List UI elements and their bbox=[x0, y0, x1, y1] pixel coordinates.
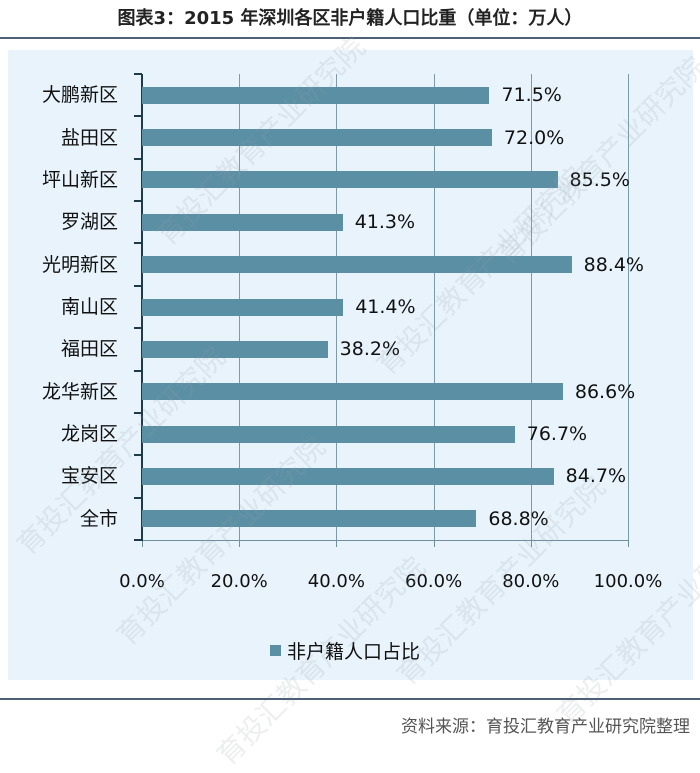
bar bbox=[142, 213, 343, 231]
bar bbox=[142, 383, 563, 401]
category-label: 龙华新区 bbox=[41, 380, 118, 403]
category-label: 龙岗区 bbox=[60, 423, 118, 446]
y-tick bbox=[134, 242, 142, 245]
category-label: 全市 bbox=[79, 507, 118, 530]
gridline bbox=[530, 74, 532, 540]
value-label: 76.7% bbox=[526, 423, 588, 446]
value-label: 68.8% bbox=[488, 507, 549, 530]
footer-divider bbox=[0, 698, 700, 700]
source-note: 资料来源：育投汇教育产业研究院整理 bbox=[401, 717, 690, 737]
x-tick-label: 40.0% bbox=[307, 571, 365, 592]
legend-swatch-icon bbox=[270, 645, 281, 656]
plot-area: 0.0% 20.0% 40.0% 60.0% 80.0% 100.0% 大鹏新区 71.5% 盐… bbox=[10, 30, 700, 771]
bar bbox=[142, 425, 515, 443]
chart-panel bbox=[8, 50, 693, 680]
x-tick-label: 100.0% bbox=[593, 571, 663, 592]
bar bbox=[142, 340, 328, 358]
x-tick bbox=[433, 540, 435, 547]
y-tick bbox=[134, 539, 142, 541]
legend-label: 非户籍人口占比 bbox=[287, 641, 421, 663]
title-divider bbox=[0, 37, 700, 39]
y-tick bbox=[134, 157, 142, 160]
bar bbox=[142, 510, 477, 528]
x-tick bbox=[628, 540, 629, 547]
category-label: 盐田区 bbox=[60, 126, 118, 149]
x-tick-label: 80.0% bbox=[502, 571, 560, 592]
category-label: 坪山新区 bbox=[41, 168, 118, 191]
x-axis bbox=[142, 540, 628, 541]
y-tick bbox=[134, 284, 142, 287]
y-tick bbox=[134, 327, 142, 330]
legend: 非户籍人口占比 bbox=[270, 637, 420, 664]
chart-title: 图表3：2015 年深圳各区非户籍人口比重（单位：万人） bbox=[117, 8, 583, 29]
bar bbox=[142, 467, 554, 485]
x-tick-label: 60.0% bbox=[405, 571, 463, 592]
y-tick bbox=[134, 369, 142, 372]
value-label: 38.2% bbox=[339, 338, 400, 361]
category-label: 光明新区 bbox=[41, 253, 118, 276]
category-label: 大鹏新区 bbox=[41, 84, 118, 107]
x-tick-label: 20.0% bbox=[210, 571, 268, 592]
value-label: 85.5% bbox=[569, 168, 630, 191]
y-tick bbox=[134, 496, 142, 499]
bar bbox=[142, 129, 492, 147]
x-tick bbox=[336, 540, 338, 547]
value-label: 71.5% bbox=[501, 84, 562, 107]
category-label: 南山区 bbox=[60, 296, 118, 318]
category-label: 罗湖区 bbox=[60, 211, 118, 234]
x-tick-label: 0.0% bbox=[119, 571, 165, 592]
value-label: 72.0% bbox=[503, 126, 565, 149]
x-tick bbox=[142, 540, 143, 547]
bar bbox=[142, 256, 572, 274]
y-tick bbox=[134, 200, 142, 203]
gridline bbox=[433, 74, 435, 540]
category-label: 宝安区 bbox=[60, 465, 118, 488]
x-tick bbox=[239, 540, 241, 547]
value-label: 86.6% bbox=[574, 380, 636, 403]
watermark-text: 育投汇教育产业研究院 bbox=[490, 50, 700, 272]
category-label: 福田区 bbox=[60, 338, 118, 361]
value-label: 84.7% bbox=[565, 465, 626, 488]
y-tick bbox=[134, 73, 142, 75]
x-tick bbox=[530, 540, 532, 547]
y-tick bbox=[134, 454, 142, 457]
value-label: 41.4% bbox=[355, 296, 416, 318]
bar bbox=[142, 171, 558, 189]
gridline bbox=[628, 74, 629, 540]
value-label: 88.4% bbox=[583, 253, 644, 276]
bar bbox=[142, 298, 344, 316]
value-label: 41.3% bbox=[354, 211, 416, 234]
y-tick bbox=[134, 115, 142, 118]
y-tick bbox=[134, 411, 142, 414]
bar bbox=[142, 86, 490, 104]
